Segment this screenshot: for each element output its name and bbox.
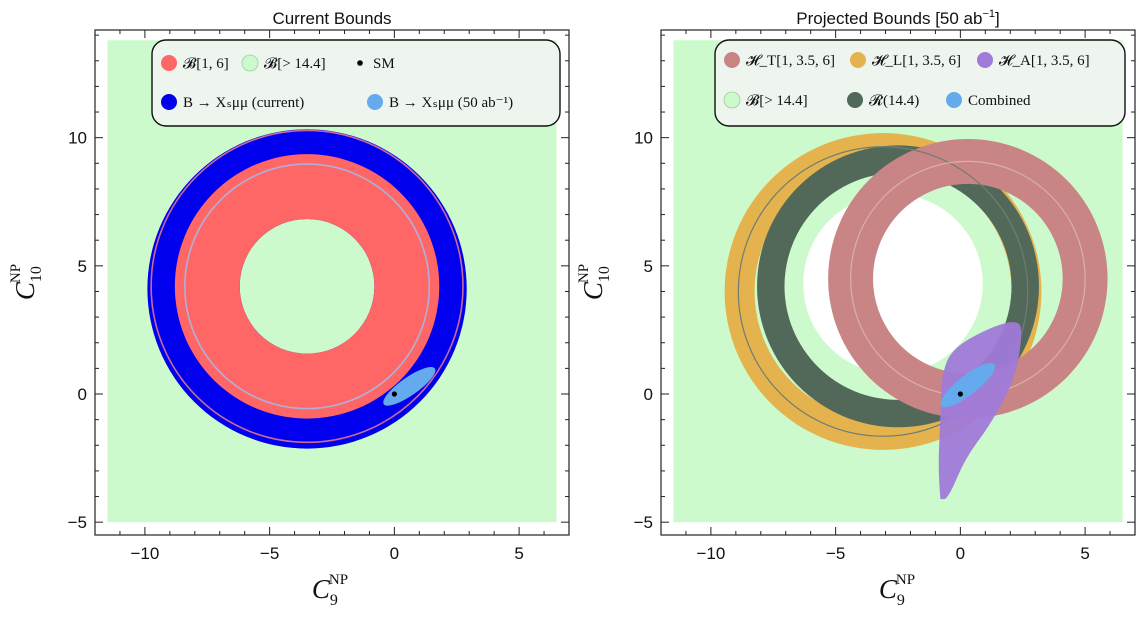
region-ht — [828, 138, 1108, 419]
region-b-1-6 — [174, 154, 440, 419]
x-tick-label: −5 — [260, 544, 279, 563]
region-ha — [938, 322, 1022, 500]
y-tick-label: 10 — [634, 129, 653, 148]
legend-label: 𝓗_L[1, 3.5, 6] — [872, 53, 961, 69]
legend-swatch-hl — [850, 52, 866, 68]
x-tick-label: 0 — [390, 544, 399, 563]
legend-swatch-combined — [946, 92, 962, 108]
y-tick-label: 5 — [644, 257, 653, 276]
contour-outline — [737, 146, 1029, 437]
y-tick-label: −5 — [68, 513, 87, 532]
chart-title: Current Bounds — [272, 9, 391, 28]
axis-ticks: −10 −5 0 5 −5 0 5 10 — [634, 30, 1136, 563]
y-tick-label: 0 — [78, 385, 87, 404]
y-axis-label: C10NP — [8, 264, 45, 300]
legend-label: 𝓗_A[1, 3.5, 6] — [999, 53, 1090, 69]
x-tick-label: 0 — [956, 544, 965, 563]
panel-current-bounds: Current Bounds −10 −5 0 5 −5 0 5 10 𝓑[1, 6] 𝓑[>… — [8, 9, 570, 609]
legend-label: SM — [373, 56, 395, 72]
region-combined — [940, 362, 996, 408]
sm-point — [957, 391, 963, 397]
legend-swatch-ht — [724, 52, 740, 68]
legend-label: 𝓑[> 14.4] — [746, 93, 808, 109]
y-axis-label: C10NP — [576, 264, 613, 300]
y-tick-label: −5 — [634, 513, 653, 532]
axis-ticks: −10 −5 0 5 −5 0 5 10 — [68, 30, 570, 563]
legend-swatch-ha — [977, 52, 993, 68]
plot-frame — [94, 29, 570, 536]
y-tick-label: 0 — [644, 385, 653, 404]
legend-label: 𝓑[> 14.4] — [264, 56, 326, 72]
legend-label: B → Xₛμμ (current) — [183, 95, 304, 111]
legend-label: 𝓑[1, 6] — [183, 56, 229, 72]
contour-outline — [184, 163, 431, 410]
legend-swatch-b144 — [723, 91, 741, 109]
plot-frame — [660, 29, 1136, 536]
x-axis-label: C9NP — [879, 572, 915, 609]
x-axis-label: C9NP — [312, 572, 348, 609]
legend-box — [151, 39, 561, 127]
legend-swatch-r144 — [847, 92, 863, 108]
legend-swatch-b16 — [161, 55, 177, 71]
x-tick-label: −5 — [826, 544, 845, 563]
legend: 𝓑[1, 6] 𝓑[> 14.4] SM B → Xₛμμ (current) … — [151, 39, 561, 127]
legend-swatch-b144 — [241, 54, 259, 72]
legend-label: 𝓗_T[1, 3.5, 6] — [746, 53, 835, 69]
region-projected-50ab — [383, 366, 436, 406]
x-tick-label: 5 — [514, 544, 523, 563]
sm-point — [391, 391, 397, 397]
y-tick-label: 5 — [78, 257, 87, 276]
legend-label: Combined — [968, 93, 1031, 109]
contour-outline — [150, 129, 464, 444]
legend-swatch-current — [161, 94, 177, 110]
x-tick-label: −10 — [130, 544, 159, 563]
legend: 𝓗_T[1, 3.5, 6] 𝓗_L[1, 3.5, 6] 𝓗_A[1, 3.5… — [714, 39, 1126, 127]
x-tick-label: 5 — [1080, 544, 1089, 563]
legend-swatch-sm — [357, 60, 363, 66]
legend-box — [714, 39, 1126, 127]
legend-label: B → Xₛμμ (50 ab⁻¹) — [389, 95, 513, 111]
legend-swatch-proj50 — [367, 94, 383, 110]
legend-label: 𝓡(14.4) — [869, 93, 919, 109]
x-tick-label: −10 — [696, 544, 725, 563]
chart-title: Projected Bounds [50 ab−1] — [796, 8, 999, 28]
panel-projected-bounds: Projected Bounds [50 ab−1] −10 −5 0 5 −5 0 5 10… — [576, 8, 1136, 609]
y-tick-label: 10 — [68, 129, 87, 148]
